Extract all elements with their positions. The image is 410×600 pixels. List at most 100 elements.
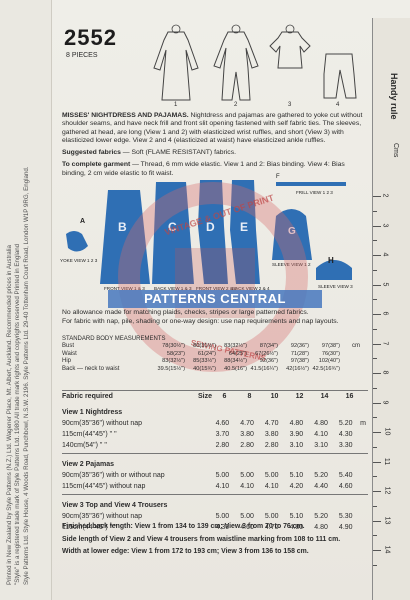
yardage-value: 3.10 xyxy=(314,442,328,449)
measurement-value: 97(38") xyxy=(321,343,340,349)
yardage-value: 2.80 xyxy=(264,442,279,449)
size-column-header: 10 xyxy=(270,393,279,400)
yardage-value: 5.00 xyxy=(215,513,230,520)
ruler-tick-label: 13 xyxy=(383,516,391,524)
ruler-tick xyxy=(373,255,381,256)
yardage-value: 5.20 xyxy=(314,513,328,520)
ruler-tick xyxy=(373,461,381,463)
yardage-unit: m xyxy=(360,420,366,427)
watermark-band: PATTERNS CENTRAL xyxy=(108,290,322,308)
measurement-value: 92(36") xyxy=(290,343,309,349)
yardage-value: 5.00 xyxy=(264,472,279,479)
measurement-value: 80(31½") xyxy=(193,343,216,349)
yardage-header-row: Fabric required Size 6 8 10 12 14 16 xyxy=(62,391,368,402)
pattern-number: 2552 xyxy=(64,25,117,50)
size-column-header: 6 xyxy=(222,393,227,400)
ruler-half-tick xyxy=(373,240,377,242)
to-complete-text: — Thread, 6 mm wide elastic. View 1 and … xyxy=(62,161,345,177)
ruler-tick xyxy=(373,520,381,522)
measurement-value: 102(40") xyxy=(318,358,340,364)
description-body: MISSES' NIGHTDRESS AND PAJAMAS. Nightdre… xyxy=(62,112,368,145)
measurement-value: 76(30") xyxy=(321,350,340,357)
sketch-view-2-number: 2 xyxy=(234,102,238,108)
measurement-value: 97(38") xyxy=(290,358,309,364)
yardage-value: 4.10 xyxy=(215,483,230,490)
description-heading: MISSES' NIGHTDRESS AND PAJAMAS. xyxy=(62,112,189,119)
fabric-required-table: Fabric required Size 6 8 10 12 14 16 View 1 N… xyxy=(62,388,368,533)
measurement-row: Bust 78(30½") 80(31½") 83(32½") 87(34") 92(36… xyxy=(62,343,368,351)
yardage-unit xyxy=(358,440,368,451)
yardage-value: 3.80 xyxy=(264,431,279,438)
suggested-fabrics-text: — Soft (FLAME RESISTANT) fabrics. xyxy=(120,149,236,157)
ruler-tick-label: 10 xyxy=(383,427,391,436)
ruler-half-tick xyxy=(373,476,377,478)
measurement-value: 92(36") xyxy=(259,358,278,364)
ruler-half-tick xyxy=(373,210,377,212)
yardage-row: 90cm(35"36") without nap 4.60 4.70 4.70 4.80… xyxy=(62,418,368,429)
piece-sleeve-view-3 xyxy=(316,260,352,280)
yardage-value: 4.70 xyxy=(264,524,279,531)
measurement-row: Waist 58(23") 61(24") 64(25") 67(26½") 71(28"… xyxy=(62,351,368,359)
measurement-value: 71(28") xyxy=(290,350,309,357)
yardage-fabric-width: 115cm(44"45") " " xyxy=(62,431,117,438)
yardage-row: 90cm(35"36") with or without nap 5.00 5.00… xyxy=(62,470,368,481)
side-print-line-2: "Style" is a registered trade mark of St… xyxy=(14,243,22,585)
sketch-view-3 xyxy=(269,24,311,69)
measurement-value: 40(15¾") xyxy=(193,365,216,372)
pattern-description: MISSES' NIGHTDRESS AND PAJAMAS. Nightdre… xyxy=(62,112,368,178)
piece-frill xyxy=(276,182,346,186)
yardage-value: 4.10 xyxy=(314,431,328,438)
size-column-header: 12 xyxy=(295,393,304,400)
ruler-half-tick xyxy=(373,358,377,360)
piece-letter-h: H xyxy=(328,256,334,265)
measurement-label: Hip xyxy=(62,358,72,364)
yardage-value: 4.60 xyxy=(215,420,230,427)
view-sketches: 1 2 3 4 xyxy=(150,24,360,108)
yardage-row: 115cm(44"45") " " 3.70 3.80 3.80 3.90 4.10 4.3… xyxy=(62,429,368,440)
yardage-value: 3.80 xyxy=(240,431,254,438)
ruler-half-tick xyxy=(373,387,377,389)
measurement-value: 39.5(15½") xyxy=(157,365,186,372)
handy-rule: Handy rule Cms 2 3 4 5 6 7 8 9 10 11 12 13 14 xyxy=(372,18,410,600)
measurements-title: STANDARD BODY MEASUREMENTS xyxy=(62,336,166,342)
piece-letter-b: B xyxy=(118,220,127,234)
measurement-value: 58(23") xyxy=(166,350,185,357)
yardage-value: 5.40 xyxy=(338,472,353,479)
ruler-tick xyxy=(373,225,381,227)
yardage-value: 5.20 xyxy=(314,472,328,479)
measurement-unit xyxy=(340,366,360,374)
yardage-unit xyxy=(358,429,368,440)
yardage-fabric-width: 140cm(54") " " xyxy=(62,442,107,449)
description-text: Nightdress and pajamas are gathered to y… xyxy=(62,112,363,144)
measurement-unit xyxy=(340,351,360,359)
ruler-half-tick xyxy=(373,417,377,419)
yardage-value: 4.10 xyxy=(264,483,279,490)
yardage-view-title: View 3 Top and View 4 Trousers xyxy=(62,502,168,509)
fabric-required-label: Fabric required xyxy=(62,393,113,400)
ruler-tick-label: 14 xyxy=(383,545,391,554)
finished-back-length: Finished back length: View 1 from 134 to… xyxy=(62,523,305,530)
measurement-value: 41.5(16¼") xyxy=(250,365,279,372)
ruler-tick-label: 6 xyxy=(381,311,389,316)
measurements-rows: Bust 78(30½") 80(31½") 83(32½") 87(34") 92(36… xyxy=(62,343,368,373)
body-measurements-table: STANDARD BODY MEASUREMENTS Bust 78(30½") 8… xyxy=(62,336,368,373)
ruler-tick xyxy=(373,550,381,551)
yardage-row: 115cm(44"45") without nap 4.10 4.10 4.10 4.2… xyxy=(62,481,368,492)
note-nap: For fabric with nap, pile, shading or on… xyxy=(62,318,339,325)
ruler-half-tick xyxy=(373,328,377,330)
measurement-label: Waist xyxy=(62,350,77,357)
ruler-tick-label: 5 xyxy=(381,282,389,286)
measurement-row: Hip 83(32½") 85(33½") 88(34½") 92(36") 97(38"… xyxy=(62,358,368,366)
yardage-row: 90cm(35"36") without nap 5.00 5.00 5.00 5.10… xyxy=(62,511,368,522)
size-column-header: 8 xyxy=(247,393,252,400)
yardage-value: 5.00 xyxy=(215,472,230,479)
ruler-tick-label: 3 xyxy=(381,223,389,227)
ruler-tick-label: 9 xyxy=(381,400,389,404)
ruler-tick xyxy=(373,402,381,404)
yardage-separator xyxy=(62,453,368,454)
size-column-header: 14 xyxy=(320,393,329,400)
yardage-value: 4.70 xyxy=(264,420,279,427)
ruler-half-tick xyxy=(373,505,377,507)
piece-count: 8 PIECES xyxy=(66,52,98,59)
